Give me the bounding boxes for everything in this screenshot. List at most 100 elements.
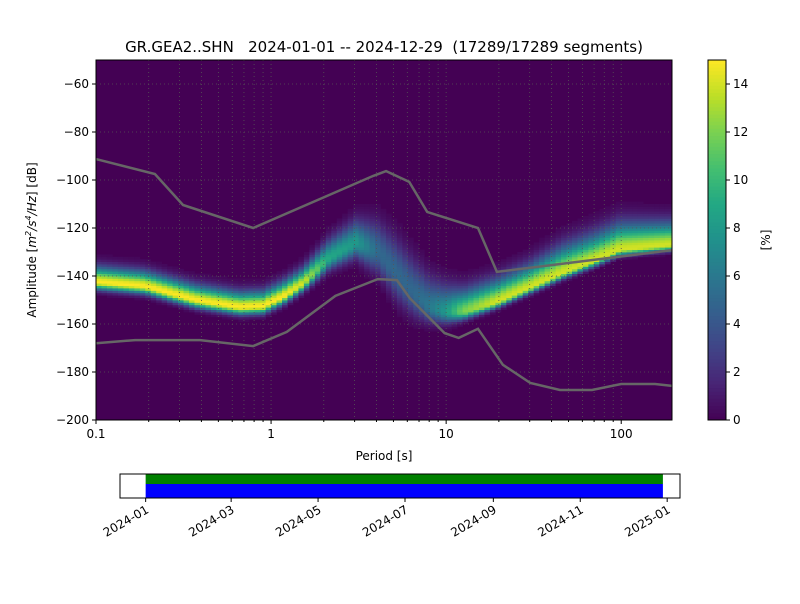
heatmap-cell <box>375 259 381 262</box>
heatmap-cell <box>309 247 316 250</box>
heatmap-cell <box>473 316 480 320</box>
heatmap-cell <box>588 256 595 260</box>
heatmap-cell <box>429 324 436 327</box>
heatmap-cell <box>500 261 507 265</box>
heatmap-cell <box>659 252 666 255</box>
heatmap-cell <box>435 297 442 301</box>
heatmap-cell <box>462 280 469 284</box>
heatmap-cell <box>96 280 102 284</box>
heatmap-cell <box>413 288 420 291</box>
heatmap-cell <box>462 278 469 282</box>
heatmap-cell <box>468 292 474 296</box>
heatmap-cell <box>145 280 152 284</box>
heatmap-cell <box>303 278 310 282</box>
colorbar-segment <box>708 229 726 234</box>
heatmap-cell <box>418 273 425 277</box>
heatmap-cell <box>506 288 513 291</box>
heatmap-cell <box>385 216 392 219</box>
heatmap-cell <box>626 232 633 236</box>
heatmap-cell <box>473 295 480 298</box>
heatmap-cell <box>500 288 507 291</box>
heatmap-cell <box>550 273 556 277</box>
heatmap-cell <box>260 304 266 308</box>
heatmap-cell <box>468 314 474 318</box>
heatmap-cell <box>342 230 349 234</box>
heatmap-cell <box>561 273 567 277</box>
heatmap-cell <box>260 288 266 291</box>
heatmap-cell <box>265 288 272 291</box>
heatmap-cell <box>380 256 387 260</box>
heatmap-cell <box>331 242 338 246</box>
heatmap-cell <box>358 264 365 267</box>
heatmap-cell <box>528 271 535 274</box>
heatmap-cell <box>112 280 119 284</box>
heatmap-cell <box>555 235 562 238</box>
heatmap-cell <box>517 288 524 291</box>
heatmap-cell <box>221 297 228 301</box>
heatmap-cell <box>331 249 338 253</box>
heatmap-cell <box>511 290 518 294</box>
heatmap-cell <box>615 216 622 219</box>
heatmap-cell <box>342 244 349 248</box>
heatmap-cell <box>484 271 491 274</box>
heatmap-cell <box>112 271 119 274</box>
heatmap-cell <box>451 273 458 277</box>
heatmap-cell <box>566 242 573 246</box>
heatmap-cell <box>489 300 496 303</box>
heatmap-cell <box>566 266 573 270</box>
heatmap-cell <box>511 300 518 303</box>
heatmap-cell <box>347 216 354 219</box>
heatmap-cell <box>621 247 628 250</box>
heatmap-cell <box>358 261 365 265</box>
heatmap-cell <box>561 244 567 248</box>
colorbar-segment <box>708 247 726 252</box>
x-tick-label: 10 <box>439 427 454 441</box>
heatmap-cell <box>375 211 381 214</box>
heatmap-cell <box>610 254 617 258</box>
heatmap-cell <box>407 261 414 265</box>
heatmap-cell <box>167 285 173 289</box>
heatmap-cell <box>309 268 316 272</box>
heatmap-cell <box>621 237 628 241</box>
heatmap-cell <box>429 292 436 296</box>
heatmap-cell <box>183 273 190 277</box>
heatmap-cell <box>139 259 146 262</box>
heatmap-cell <box>462 283 469 286</box>
heatmap-cell <box>604 242 611 246</box>
heatmap-cell <box>588 268 595 272</box>
colorbar-segment <box>708 60 726 65</box>
heatmap-cell <box>566 237 573 241</box>
heatmap-cell <box>462 307 469 310</box>
heatmap-cell <box>347 240 354 243</box>
heatmap-cell <box>150 266 157 270</box>
heatmap-cell <box>593 211 600 214</box>
heatmap-cell <box>396 225 403 229</box>
heatmap-cell <box>522 268 529 272</box>
heatmap-cell <box>457 271 463 274</box>
heatmap-cell <box>221 304 228 308</box>
heatmap-cell <box>325 232 332 236</box>
heatmap-cell <box>375 230 381 234</box>
heatmap-cell <box>325 244 332 248</box>
heatmap-cell <box>358 259 365 262</box>
heatmap-cell <box>522 292 529 296</box>
heatmap-cell <box>221 283 228 286</box>
heatmap-cell <box>216 302 223 306</box>
heatmap-cell <box>446 276 453 279</box>
colorbar-segment <box>708 265 726 270</box>
heatmap-cell <box>260 309 266 313</box>
heatmap-cell <box>385 276 392 279</box>
heatmap-cell <box>550 237 556 241</box>
heatmap-cell <box>380 218 387 222</box>
heatmap-cell <box>112 283 119 286</box>
heatmap-cell <box>347 223 354 226</box>
heatmap-cell <box>484 292 491 296</box>
heatmap-cell <box>440 268 447 272</box>
heatmap-cell <box>670 230 673 234</box>
heatmap-cell <box>478 304 485 308</box>
heatmap-cell <box>385 266 392 270</box>
heatmap-cell <box>189 283 195 286</box>
heatmap-cell <box>134 273 141 277</box>
heatmap-cell <box>303 288 310 291</box>
heatmap-cell <box>555 252 562 255</box>
